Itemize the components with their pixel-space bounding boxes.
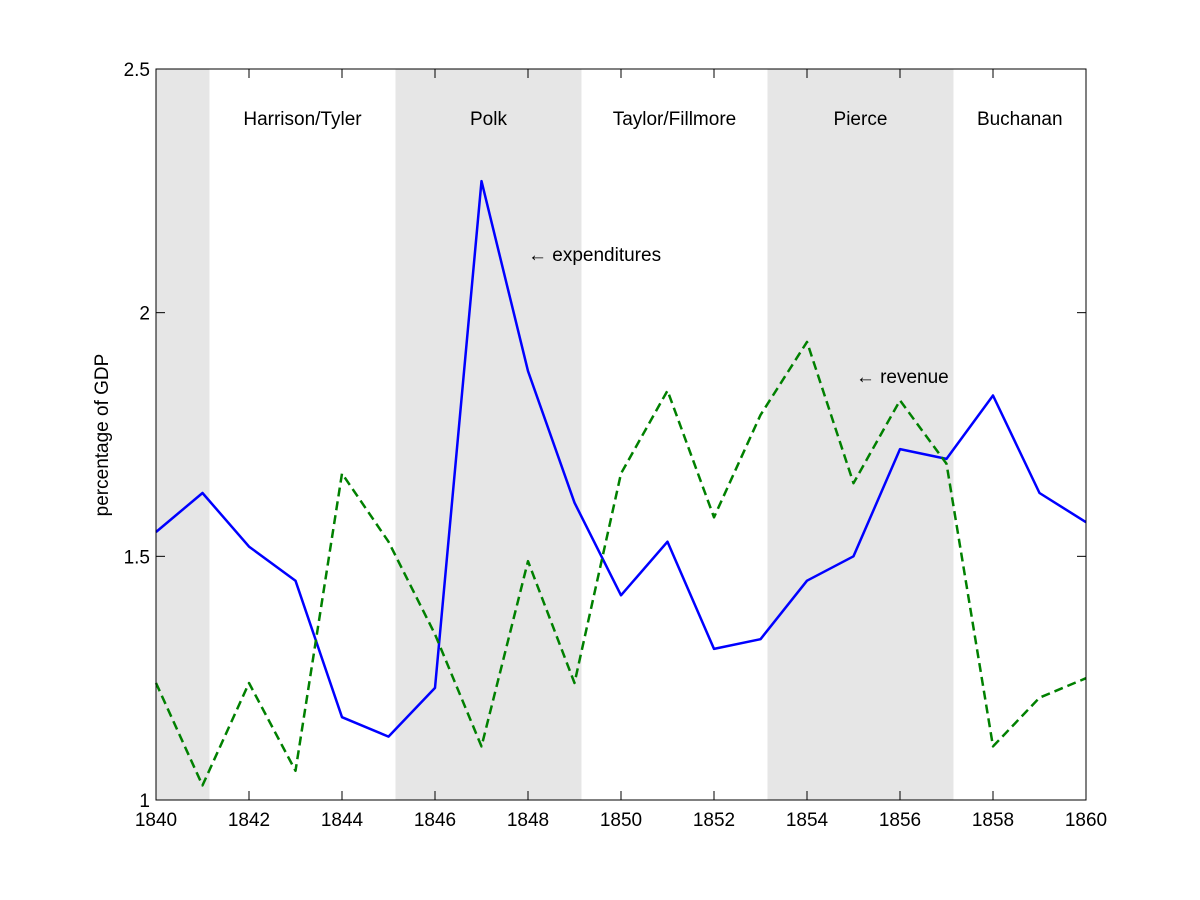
era-label: Polk — [470, 109, 507, 130]
x-tick-label: 1860 — [1065, 810, 1107, 831]
era-label: Harrison/Tyler — [243, 109, 362, 130]
era-label: Buchanan — [977, 109, 1063, 130]
annotation-revenue: ← revenue — [856, 367, 949, 388]
axis-ticks: 1840 1842 1844 1846 1848 1850 1852 1854 1856 1858… — [124, 60, 1108, 831]
series-expenditures-line — [155, 179, 1087, 738]
x-tick-label: 1842 — [228, 810, 270, 831]
era-label: Pierce — [834, 109, 888, 130]
annotations: ← expenditures ← revenue — [528, 245, 949, 388]
era-band — [767, 69, 954, 800]
y-tick-label: 2.5 — [124, 60, 150, 81]
y-tick-label: 1.5 — [124, 547, 150, 568]
data-lines — [154, 179, 1087, 787]
era-label: Taylor/Fillmore — [613, 109, 737, 130]
x-tick-label: 1850 — [600, 810, 642, 831]
x-tick-label: 1844 — [321, 810, 364, 831]
era-band — [156, 69, 210, 800]
x-tick-label: 1840 — [135, 810, 177, 831]
y-axis-label: percentage of GDP — [92, 354, 113, 517]
era-band — [395, 69, 582, 800]
x-tick-label: 1846 — [414, 810, 456, 831]
x-tick-label: 1848 — [507, 810, 549, 831]
x-tick-label: 1852 — [693, 810, 735, 831]
x-tick-label: 1854 — [786, 810, 829, 831]
series-revenue-line — [154, 340, 1087, 787]
x-tick-label: 1856 — [879, 810, 921, 831]
y-tick-label: 2 — [139, 304, 150, 325]
x-tick-label: 1858 — [972, 810, 1014, 831]
y-tick-label: 1 — [139, 791, 150, 812]
annotation-expenditures: ← expenditures — [528, 245, 661, 266]
